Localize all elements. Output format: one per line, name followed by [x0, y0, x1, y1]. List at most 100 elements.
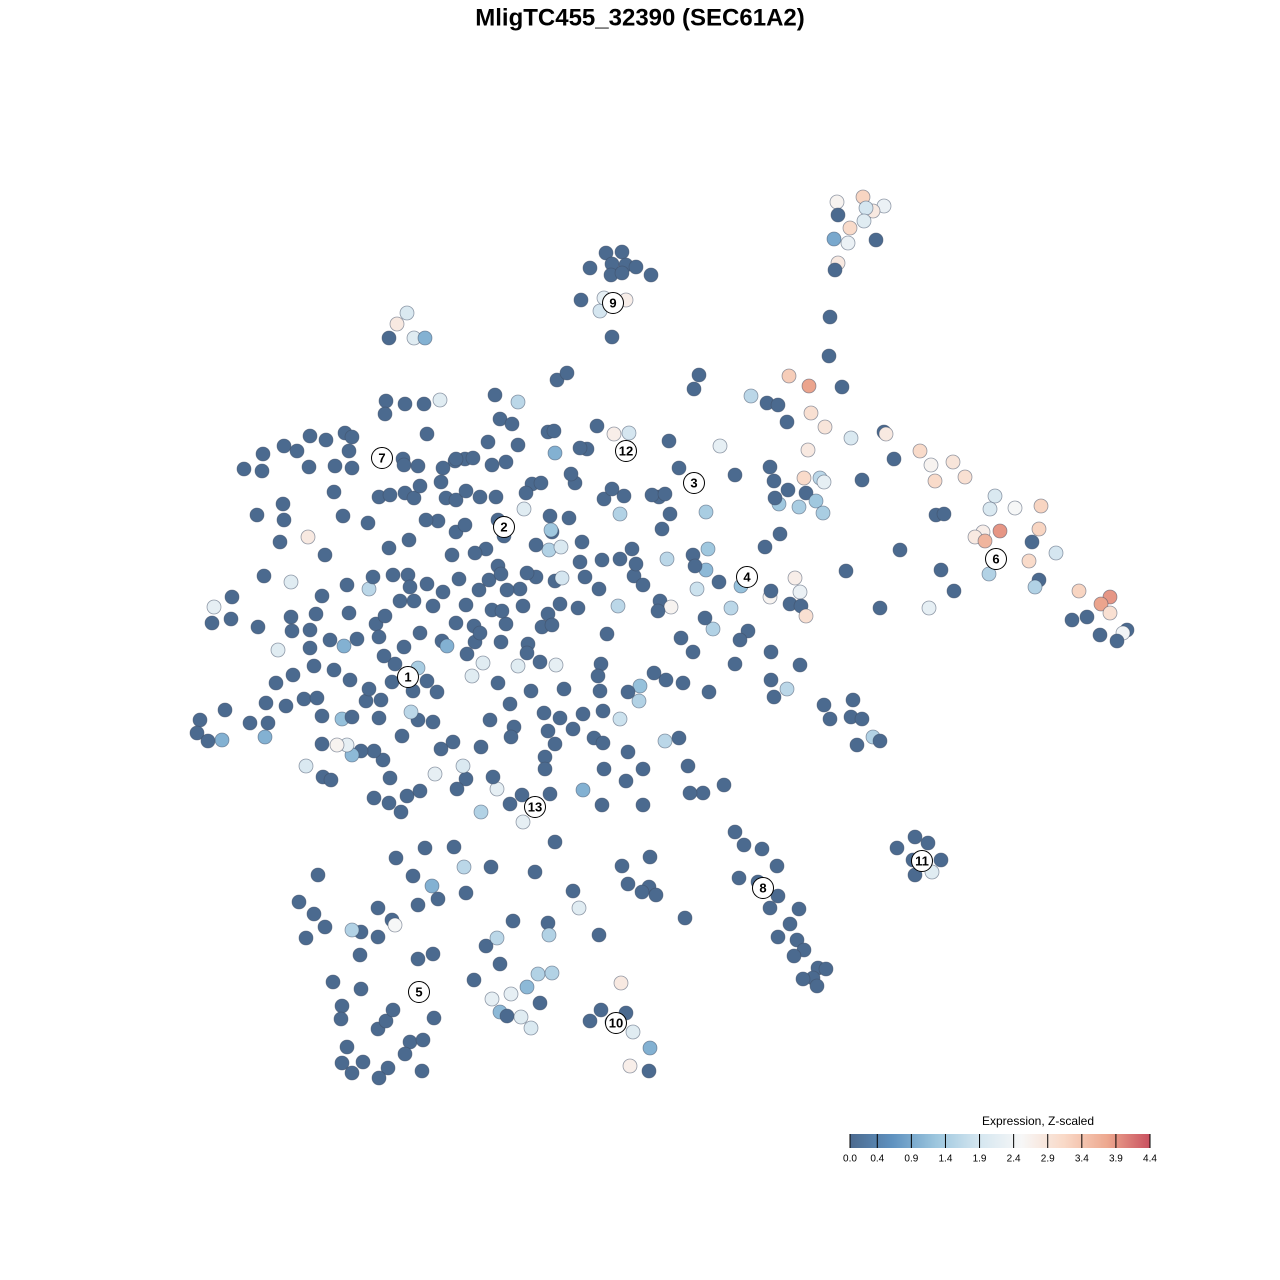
point	[410, 897, 426, 913]
point	[671, 730, 687, 746]
point	[680, 758, 696, 774]
point	[334, 1055, 350, 1071]
point	[464, 668, 480, 684]
point	[382, 487, 398, 503]
point	[510, 658, 526, 674]
point	[352, 947, 368, 963]
point	[342, 672, 358, 688]
point	[189, 725, 205, 741]
point	[236, 461, 252, 477]
point	[826, 231, 842, 247]
point	[399, 788, 415, 804]
point	[224, 589, 240, 605]
point	[614, 858, 630, 874]
point	[1007, 500, 1023, 516]
point	[620, 876, 636, 892]
point	[732, 632, 748, 648]
point	[484, 457, 500, 473]
point	[360, 515, 376, 531]
point	[620, 744, 636, 760]
point	[1064, 612, 1080, 628]
point	[444, 547, 460, 563]
point	[818, 961, 834, 977]
point	[498, 616, 514, 632]
point	[648, 887, 664, 903]
point	[842, 220, 858, 236]
point	[610, 598, 626, 614]
point	[769, 858, 785, 874]
point	[1079, 609, 1095, 625]
point	[763, 672, 779, 688]
point	[537, 761, 553, 777]
point	[446, 839, 462, 855]
point	[214, 732, 230, 748]
point	[612, 551, 628, 567]
cluster-label: 2	[500, 519, 507, 534]
point	[429, 684, 445, 700]
point	[396, 457, 412, 473]
point	[1033, 498, 1049, 514]
cluster-badge	[397, 666, 419, 688]
point	[577, 569, 593, 585]
point	[387, 917, 403, 933]
point	[285, 667, 301, 683]
point	[276, 512, 292, 528]
point	[482, 712, 498, 728]
point	[433, 474, 449, 490]
point	[830, 207, 846, 223]
point	[257, 729, 273, 745]
point	[663, 599, 679, 615]
point	[402, 579, 418, 595]
point	[787, 570, 803, 586]
point	[1024, 534, 1040, 550]
point	[723, 600, 739, 616]
point	[821, 348, 837, 364]
point	[366, 743, 382, 759]
cluster-label: 3	[690, 475, 697, 490]
point	[389, 316, 405, 332]
cluster-badge	[605, 1012, 627, 1034]
point	[727, 656, 743, 672]
point	[791, 901, 807, 917]
point	[1092, 627, 1108, 643]
point	[317, 547, 333, 563]
point	[223, 611, 239, 627]
point	[691, 367, 707, 383]
point	[310, 867, 326, 883]
point	[425, 598, 441, 614]
point	[547, 445, 563, 461]
point	[334, 998, 350, 1014]
point	[613, 975, 629, 991]
point	[868, 232, 884, 248]
point	[505, 913, 521, 929]
point	[628, 259, 644, 275]
cluster-badge	[736, 566, 758, 588]
point	[612, 711, 628, 727]
point	[936, 506, 952, 522]
point	[414, 1063, 430, 1079]
point	[561, 510, 577, 526]
point	[1093, 596, 1109, 612]
point	[548, 657, 564, 673]
point	[620, 684, 636, 700]
point	[1027, 579, 1043, 595]
point	[306, 906, 322, 922]
point	[565, 721, 581, 737]
point	[671, 460, 687, 476]
point	[302, 640, 318, 656]
point	[361, 681, 377, 697]
point	[515, 598, 531, 614]
point	[302, 622, 318, 638]
point	[425, 714, 441, 730]
point	[712, 438, 728, 454]
point	[766, 689, 782, 705]
point	[370, 900, 386, 916]
cluster-label: 5	[415, 984, 422, 999]
point	[822, 711, 838, 727]
point	[326, 484, 342, 500]
point	[682, 785, 698, 801]
point	[632, 678, 648, 694]
point	[527, 864, 543, 880]
point	[530, 966, 546, 982]
point	[575, 782, 591, 798]
